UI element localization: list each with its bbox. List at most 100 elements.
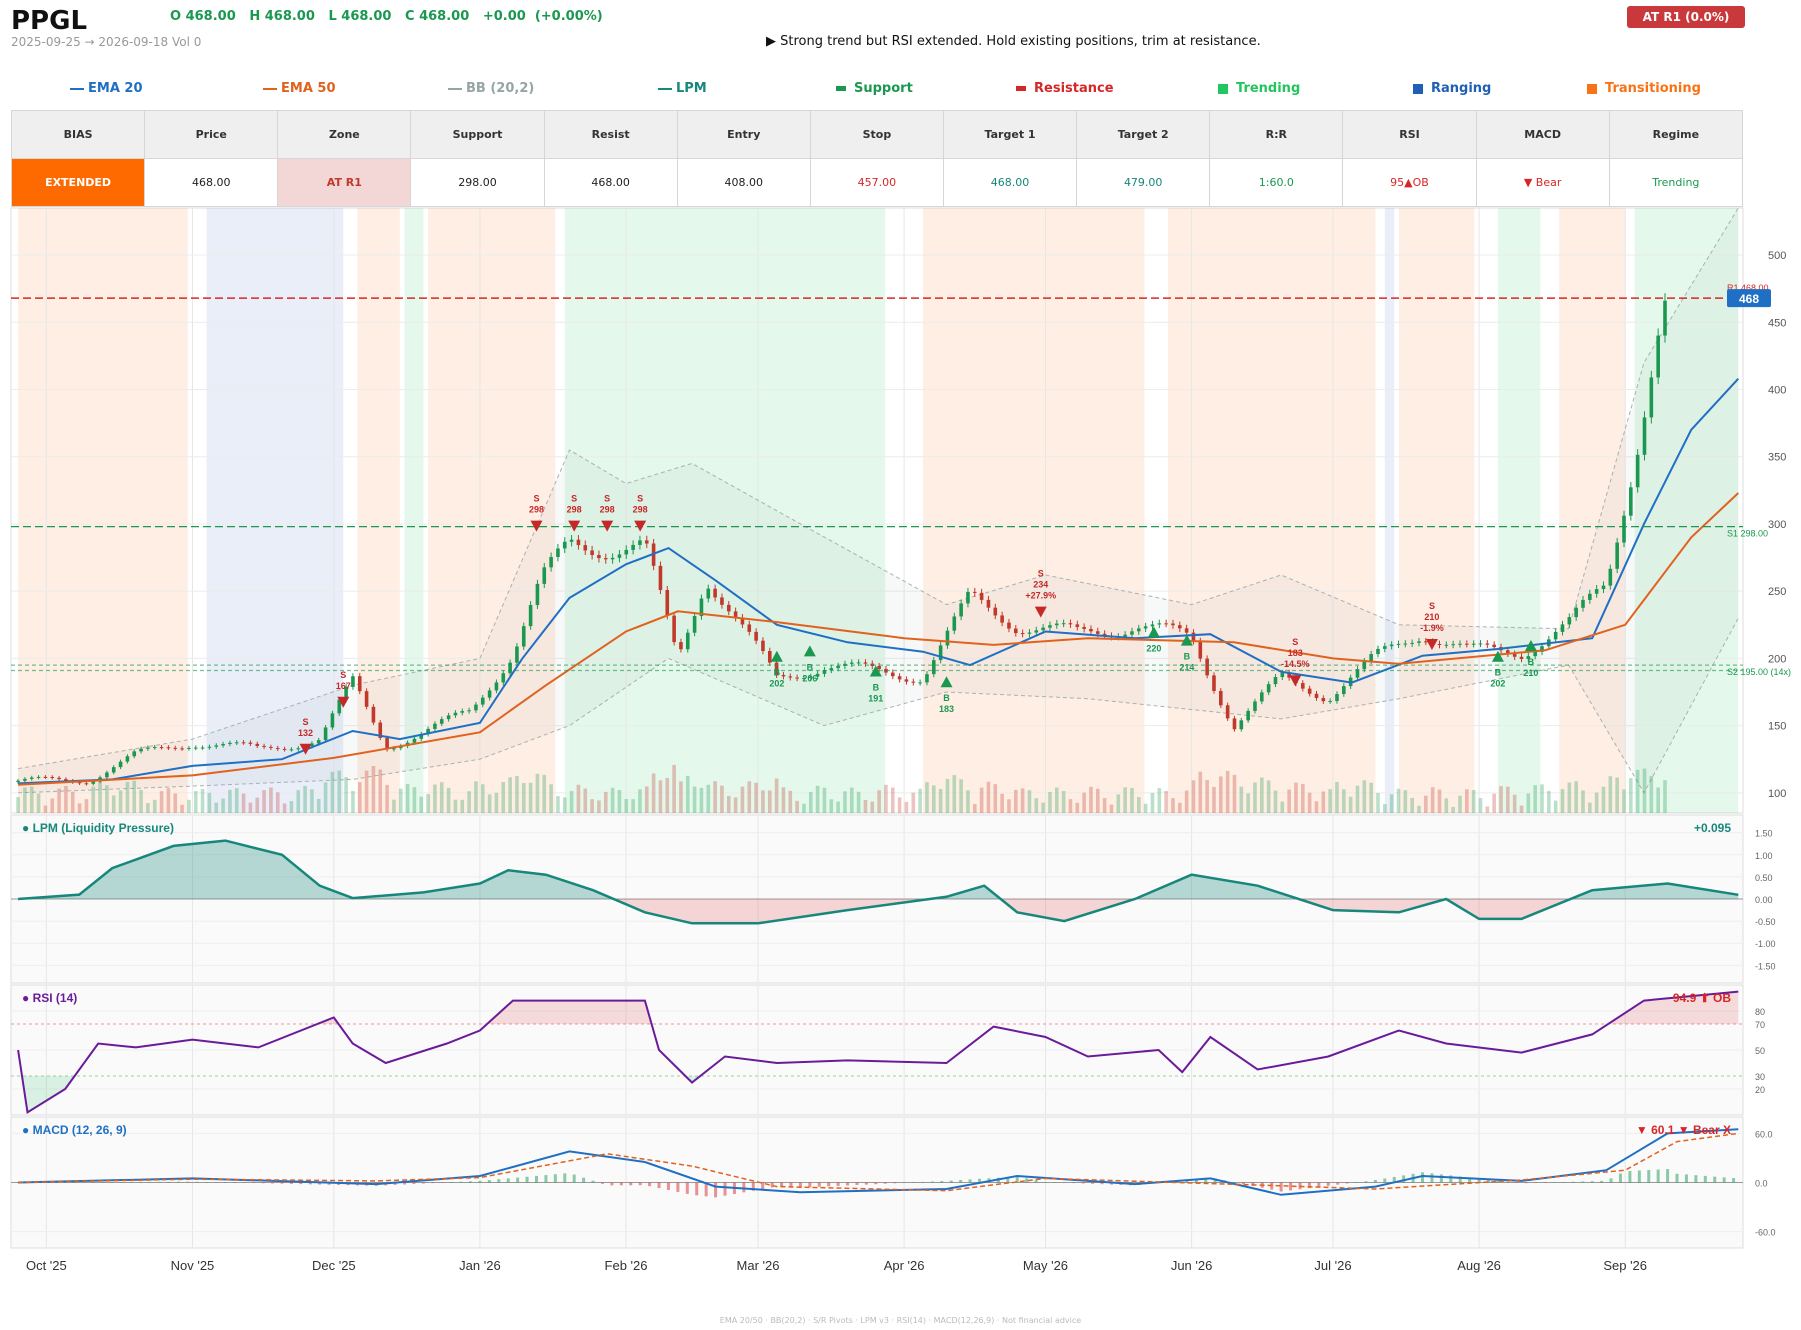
signal-label: 298 [600, 505, 615, 515]
volume-bar [1376, 793, 1380, 813]
legend-item-lpm[interactable]: LPM [658, 81, 707, 96]
candle-body [16, 780, 20, 783]
candle-body [808, 676, 813, 679]
macd-histogram-bar [1505, 1181, 1509, 1183]
macd-histogram-bar [101, 1182, 105, 1183]
macd-histogram-bar [1571, 1181, 1575, 1183]
lpm-tick-label: 1.00 [1755, 851, 1773, 861]
macd-histogram-bar [1194, 1178, 1198, 1183]
macd-histogram-bar [1355, 1182, 1359, 1183]
volume-bar [248, 802, 253, 813]
macd-histogram-bar [704, 1182, 708, 1197]
signal-label: -14.5% [1281, 659, 1310, 669]
macd-histogram-bar [1684, 1174, 1688, 1183]
volume-bar [1157, 788, 1162, 813]
table-header-target-1: Target 1 [942, 110, 1078, 159]
volume-bar [1116, 794, 1121, 813]
candle-body [1649, 377, 1654, 418]
candle-body [884, 668, 888, 673]
volume-bar [1294, 782, 1298, 813]
macd-histogram-bar [968, 1179, 972, 1183]
volume-bar [754, 782, 758, 813]
legend-item-support[interactable]: Support [836, 81, 913, 96]
legend-item-ema-50[interactable]: EMA 50 [263, 81, 336, 96]
legend-item-trending[interactable]: Trending [1218, 81, 1300, 96]
legend-item-ranging[interactable]: Ranging [1413, 81, 1491, 96]
volume-bar [207, 792, 212, 813]
bollinger-upper-line [18, 207, 1739, 770]
legend-swatch [1218, 83, 1228, 94]
candle-body [275, 747, 280, 749]
candle-body [378, 722, 383, 738]
volume-bar [84, 799, 89, 813]
macd-histogram-bar [572, 1174, 576, 1183]
rsi-tick-label: 30 [1755, 1072, 1765, 1082]
lpm-positive-area [18, 840, 1739, 899]
macd-histogram-bar [789, 1182, 793, 1188]
candle-body [43, 776, 48, 778]
macd-histogram-bar [1713, 1176, 1717, 1183]
legend-item-resistance[interactable]: Resistance [1016, 81, 1114, 96]
macd-histogram-bar [110, 1182, 114, 1183]
lpm-tick-label: -0.50 [1755, 917, 1776, 927]
candle-body [474, 704, 478, 711]
candle-body [1512, 653, 1517, 657]
macd-histogram-bar [1496, 1180, 1500, 1183]
candle-body [706, 588, 711, 599]
candle-body [638, 540, 642, 545]
volume-bar [1013, 789, 1018, 813]
volume-bar [515, 776, 519, 813]
candle-body [1437, 644, 1442, 646]
volume-bar [1547, 790, 1551, 813]
macd-histogram-bar [148, 1181, 152, 1183]
macd-histogram-bar [1515, 1182, 1519, 1183]
regime-band-transitioning [1168, 208, 1376, 813]
volume-bar [1608, 776, 1613, 813]
candle-body [890, 672, 895, 677]
macd-histogram-bar [1543, 1182, 1547, 1183]
footer-note: EMA 20/50 · BB(20,2) · S/R Pivots · LPM … [719, 1316, 1082, 1325]
candle-body [603, 558, 608, 560]
candle-body [487, 690, 492, 698]
candle-body [1143, 626, 1148, 629]
volume-bar [1465, 789, 1469, 813]
candle-body [433, 723, 437, 729]
candle-body [351, 676, 355, 687]
volume-bar [330, 771, 335, 813]
buy-signal-marker [1491, 650, 1504, 662]
candle-body [426, 728, 430, 735]
volume-bar [1260, 777, 1264, 813]
volume-bar [713, 781, 717, 813]
macd-title: ● MACD (12, 26, 9) [22, 1123, 127, 1137]
volume-bar [802, 803, 806, 813]
candle-body [1219, 690, 1223, 706]
volume-bar [822, 787, 827, 813]
candle-body [556, 548, 560, 557]
macd-histogram-bar [1609, 1178, 1613, 1183]
volume-bar [685, 775, 690, 813]
rsi-value: 94.9 ⬆ OB [1673, 991, 1731, 1005]
macd-histogram-bar [1666, 1169, 1670, 1183]
candle-body [1540, 646, 1544, 652]
candle-body [740, 617, 745, 625]
legend-item-bb-20-2[interactable]: BB (20,2) [448, 81, 534, 96]
volume-bar [371, 765, 376, 813]
candle-body [371, 706, 376, 723]
macd-histogram-bar [921, 1181, 925, 1183]
lpm-tick-label: -1.00 [1755, 939, 1776, 949]
candle-body [952, 616, 957, 631]
candle-body [180, 748, 184, 750]
candle-body [802, 678, 806, 680]
volume-bar [788, 790, 793, 813]
macd-histogram-bar [798, 1182, 802, 1188]
buy-signal-marker [1524, 639, 1537, 651]
legend-item-ema-20[interactable]: EMA 20 [70, 81, 143, 96]
volume-bar [50, 798, 55, 813]
price-tick-label: 300 [1768, 519, 1786, 531]
legend-swatch [1016, 86, 1026, 91]
volume-bar [200, 789, 205, 813]
volume-bar [453, 799, 458, 813]
macd-histogram-bar [1600, 1180, 1604, 1183]
volume-bar [1458, 795, 1462, 813]
legend-item-transitioning[interactable]: Transitioning [1587, 81, 1701, 96]
